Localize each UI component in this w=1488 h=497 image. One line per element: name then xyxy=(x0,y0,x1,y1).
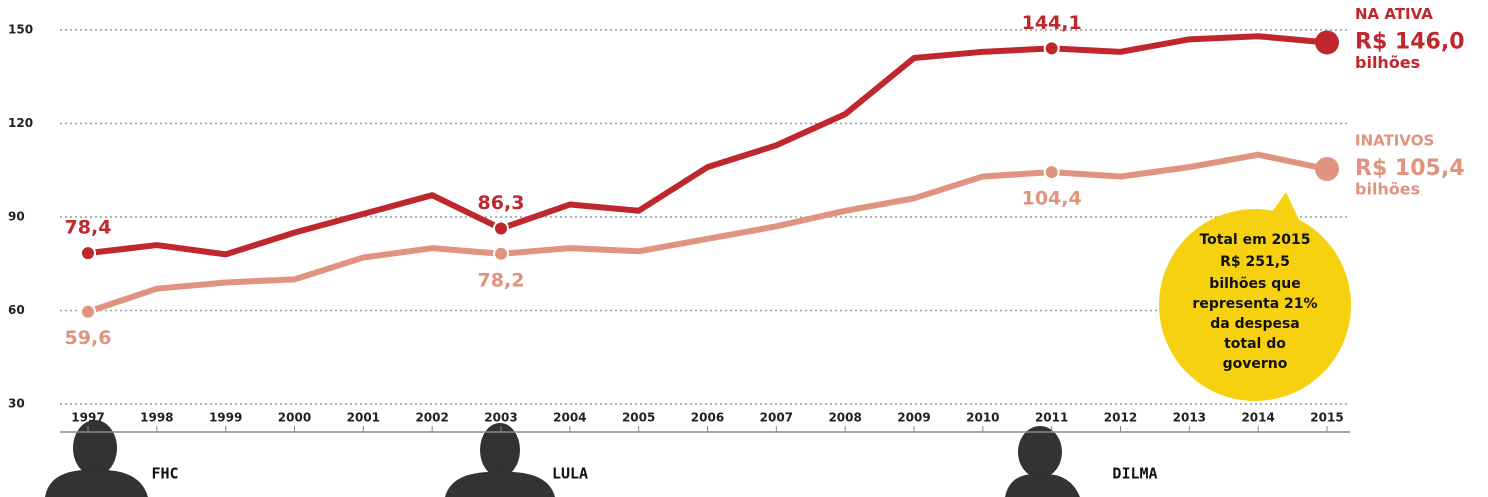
y-tick-label: 60 xyxy=(8,303,25,317)
x-tick-label: 2000 xyxy=(278,411,311,425)
value-label: 78,2 xyxy=(478,269,525,291)
x-tick-label: 2003 xyxy=(484,411,517,425)
president-name: DILMA xyxy=(1112,465,1157,483)
unit-label: bilhões xyxy=(1355,53,1420,72)
x-tick-label: 2008 xyxy=(828,411,861,425)
x-tick-label: 2012 xyxy=(1104,411,1137,425)
value-label: 144,1 xyxy=(1022,12,1082,34)
portrait xyxy=(45,420,1080,497)
point-marker xyxy=(1043,164,1060,181)
callout-text: da despesa xyxy=(1210,316,1300,332)
x-tick-label: 1998 xyxy=(140,411,173,425)
callout-text: R$ 251,5 xyxy=(1220,254,1290,270)
value-label: 78,4 xyxy=(65,217,112,239)
y-tick-label: 90 xyxy=(8,210,25,224)
line xyxy=(87,151,1328,315)
line xyxy=(87,33,1328,258)
x-tick-label: 2001 xyxy=(347,411,380,425)
x-tick-label: 2005 xyxy=(622,411,655,425)
value-label: 59,6 xyxy=(65,327,112,349)
y-tick-label: 120 xyxy=(8,116,33,130)
point-marker xyxy=(80,303,96,320)
x-tick-label: 2009 xyxy=(897,411,930,425)
callout-text: total do xyxy=(1224,336,1286,352)
x-tick-label: 2007 xyxy=(760,411,793,425)
end-marker xyxy=(1315,30,1339,55)
x-tick-label: 2013 xyxy=(1173,411,1206,425)
series-name: NA ATIVA xyxy=(1355,5,1433,23)
end-marker xyxy=(1315,157,1339,182)
x-tick-label: 2002 xyxy=(415,411,448,425)
x-tick-label: 2014 xyxy=(1241,411,1274,425)
president-name: FHC xyxy=(151,465,178,483)
value-label: R$ 146,0 xyxy=(1355,29,1465,54)
callout-text: Total em 2015 xyxy=(1199,232,1310,248)
callout-text: bilhões que xyxy=(1209,276,1300,292)
x-tick-label: 1999 xyxy=(209,411,242,425)
callout-text: representa 21% xyxy=(1192,296,1317,312)
y-tick-label: 30 xyxy=(8,397,25,411)
point-marker xyxy=(80,245,96,262)
value-label: R$ 105,4 xyxy=(1355,156,1465,181)
x-tick-label: 2010 xyxy=(966,411,999,425)
x-tick-label: 2004 xyxy=(553,411,586,425)
callout-text: governo xyxy=(1223,356,1288,372)
point-marker xyxy=(493,245,509,262)
president-name: LULA xyxy=(552,465,588,483)
x-tick-label: 2011 xyxy=(1035,411,1068,425)
point-marker xyxy=(1043,40,1060,57)
x-tick-label: 1997 xyxy=(71,411,104,425)
value-label: 86,3 xyxy=(478,192,525,214)
value-label: 104,4 xyxy=(1022,188,1082,210)
y-tick-label: 150 xyxy=(8,23,33,37)
unit-label: bilhões xyxy=(1355,180,1420,199)
point-marker xyxy=(493,220,509,237)
callout-bubble xyxy=(1159,209,1351,401)
x-tick-label: 2006 xyxy=(691,411,724,425)
series-name: INATIVOS xyxy=(1355,132,1434,150)
x-tick-label: 2015 xyxy=(1310,411,1343,425)
